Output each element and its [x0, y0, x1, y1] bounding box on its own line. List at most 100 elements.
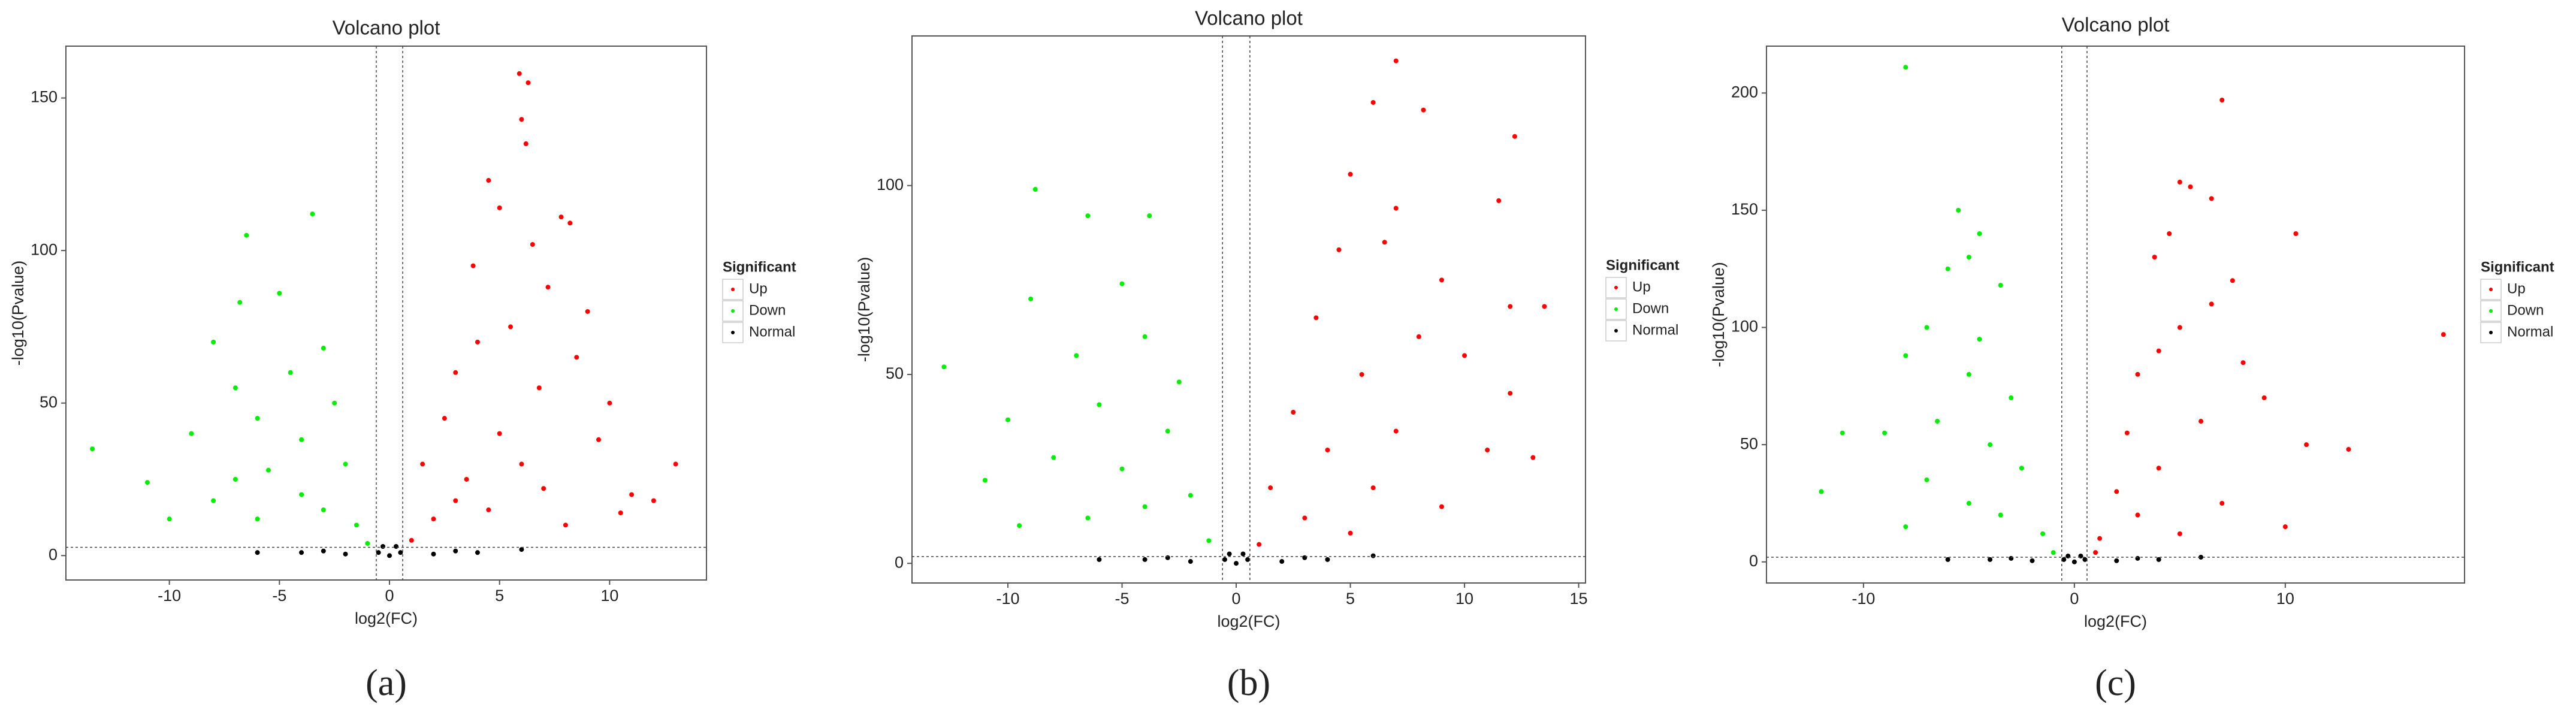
x-axis-label: log2(FC) — [355, 609, 418, 627]
point — [1421, 107, 1426, 113]
point — [563, 522, 568, 528]
panel-label: (c) — [2095, 663, 2136, 703]
point — [1439, 277, 1444, 283]
x-tick-label: 10 — [600, 587, 618, 605]
point — [1313, 315, 1319, 321]
point — [255, 550, 260, 555]
point — [90, 446, 95, 452]
point — [277, 291, 282, 296]
point — [2152, 255, 2157, 260]
point — [2156, 557, 2161, 562]
point — [1206, 538, 1212, 543]
legend-symbol — [2489, 309, 2493, 313]
point — [1268, 485, 1273, 491]
chart-title: Volcano plot — [2062, 14, 2170, 36]
point — [526, 80, 531, 86]
legend-title: Significant — [723, 259, 796, 275]
y-tick-label: 100 — [1731, 318, 1758, 336]
point — [299, 437, 304, 442]
point — [2209, 301, 2214, 307]
point — [1903, 65, 1908, 70]
point — [1074, 353, 1079, 358]
point — [1097, 402, 1102, 407]
legend-symbol — [731, 288, 735, 291]
point — [1542, 304, 1547, 309]
point — [299, 492, 304, 497]
point — [1370, 99, 1376, 105]
point — [2019, 466, 2024, 471]
point — [365, 540, 370, 546]
point — [2065, 554, 2071, 559]
point — [1382, 240, 1387, 245]
point — [255, 416, 260, 421]
legend-label: Down — [749, 302, 786, 318]
point — [2050, 550, 2056, 555]
point — [1176, 379, 1182, 385]
point — [2188, 184, 2193, 189]
legend-title: Significant — [1606, 257, 1680, 273]
point — [596, 437, 601, 442]
point — [1325, 448, 1330, 453]
point — [189, 431, 194, 436]
point — [1840, 430, 1845, 436]
point — [2177, 179, 2182, 185]
point — [464, 476, 469, 482]
y-tick-label: 50 — [40, 393, 58, 411]
point — [321, 346, 326, 351]
point — [1956, 207, 1961, 213]
point — [1393, 58, 1399, 64]
legend-label: Up — [749, 280, 768, 297]
x-tick-label: -5 — [1115, 590, 1130, 608]
point — [1924, 325, 1929, 330]
legend-symbol — [1614, 286, 1618, 289]
point — [1924, 477, 1929, 482]
point — [376, 550, 381, 555]
point — [2135, 371, 2140, 377]
point — [453, 548, 458, 554]
x-tick-label: -10 — [158, 587, 181, 605]
point — [2177, 325, 2182, 330]
point — [519, 461, 524, 467]
point — [519, 117, 524, 122]
point — [2135, 512, 2140, 518]
legend-label: Normal — [749, 324, 795, 340]
point — [1245, 557, 1251, 562]
x-tick-label: 10 — [1455, 590, 1473, 608]
point — [2304, 442, 2309, 448]
point — [1051, 455, 1056, 460]
point — [1819, 489, 1824, 494]
point — [1240, 551, 1246, 557]
point — [1393, 206, 1399, 211]
legend-label: Up — [2507, 280, 2526, 297]
point — [1234, 561, 1239, 566]
x-axis-label: log2(FC) — [2084, 612, 2147, 630]
point — [497, 205, 502, 210]
point — [1147, 213, 1152, 219]
point — [255, 516, 260, 522]
point — [1462, 353, 1467, 358]
point — [1119, 466, 1125, 472]
legend-symbol — [731, 331, 735, 334]
legend-symbol — [731, 309, 735, 313]
point — [232, 476, 238, 482]
point — [2030, 558, 2035, 563]
panel-label: (a) — [366, 663, 407, 703]
point — [1028, 296, 1034, 301]
point — [2219, 97, 2225, 102]
point — [1279, 559, 1285, 564]
point — [1142, 334, 1147, 339]
point — [1988, 557, 1993, 562]
point — [1439, 504, 1444, 509]
point — [530, 241, 535, 247]
point — [475, 339, 480, 345]
legend-title: Significant — [2481, 259, 2554, 275]
point — [265, 467, 271, 473]
point — [2156, 466, 2161, 471]
point — [2198, 554, 2204, 560]
point — [1903, 524, 1908, 530]
point — [585, 309, 590, 314]
legend-label: Down — [1632, 300, 1669, 316]
y-tick-label: 150 — [1731, 200, 1758, 218]
point — [453, 370, 458, 375]
point — [1935, 419, 1940, 424]
